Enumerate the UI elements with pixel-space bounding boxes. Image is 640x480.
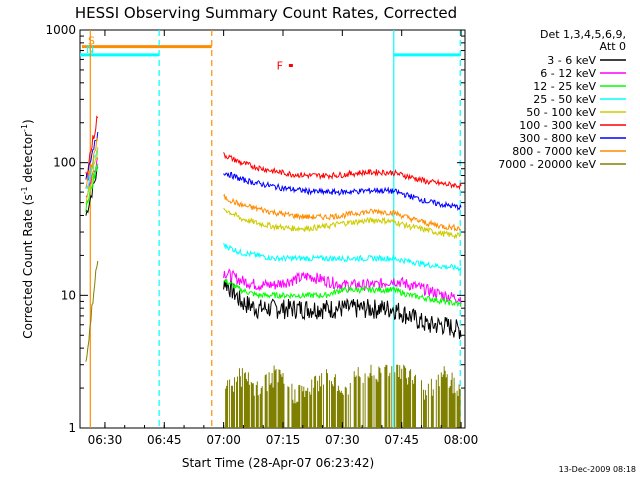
chart-title: HESSI Observing Summary Count Rates, Cor… [75, 4, 457, 22]
series-6 [85, 131, 462, 211]
series-line-first-4 [85, 146, 99, 205]
y-axis-label-sup1: -1 [20, 186, 29, 194]
y-tick-label-1: 10 [61, 288, 76, 302]
y-tick-layer: 1 10 100 1000 [45, 23, 465, 435]
y-axis-label-mid: detector [21, 132, 35, 187]
series-line-second-0 [223, 279, 462, 340]
legend-label-2: 12 - 25 keV [533, 80, 596, 93]
x-tick-label-1: 06:45 [147, 433, 182, 447]
y-tick-label-0: 1 [68, 421, 76, 435]
series-7 [85, 137, 462, 232]
series-3 [85, 148, 462, 272]
y-tick-label-3: 1000 [45, 23, 76, 37]
series-2 [85, 163, 462, 308]
x-tick-label-6: 08:00 [444, 433, 479, 447]
series-line-second-2 [223, 279, 462, 308]
x-tick-label-3: 07:15 [266, 433, 301, 447]
legend-label-5: 100 - 300 keV [519, 119, 596, 132]
timestamp: 13-Dec-2009 08:18 [559, 465, 636, 474]
legend-label-4: 50 - 100 keV [526, 106, 596, 119]
series-line-first-0 [85, 166, 99, 216]
y-axis-label: Corrected Count Rate (s-1 detector-1) [20, 119, 35, 338]
series-4 [85, 146, 462, 240]
y-axis-label-main: Corrected Count Rate (s [21, 194, 35, 338]
legend-header-line2: Att 0 [600, 40, 626, 53]
series-line-first-2 [85, 163, 99, 212]
y-tick-label-2: 100 [53, 156, 76, 170]
flag-label-s: S [88, 35, 95, 48]
series-1 [85, 157, 462, 305]
legend-label-7: 800 - 7000 keV [512, 145, 596, 158]
series-0 [85, 166, 462, 340]
plot-area: SNF 06:3006:4507:0007:1507:3007:4508:00 … [45, 23, 478, 447]
series-line-second-7 [223, 193, 462, 232]
series-line-first-6 [85, 131, 99, 181]
series-line-second-3 [223, 242, 462, 272]
legend-label-1: 6 - 12 keV [540, 67, 596, 80]
series-line-second-4 [223, 207, 462, 240]
plot-frame [79, 29, 466, 429]
flag-layer: SNF [80, 35, 461, 73]
series-line-first-5 [85, 115, 99, 176]
series-line-first-7 [85, 137, 99, 189]
series-line-second-1 [223, 268, 462, 305]
flag-label-f: F [277, 60, 283, 73]
x-tick-label-2: 07:00 [206, 433, 241, 447]
series-8 [85, 260, 461, 428]
legend-label-6: 300 - 800 keV [519, 132, 596, 145]
y-axis-label-end: ) [21, 119, 35, 124]
series-line-second-5 [223, 152, 462, 191]
x-axis-label: Start Time (28-Apr-07 06:23:42) [182, 456, 374, 470]
legend-label-3: 25 - 50 keV [533, 93, 596, 106]
legend-label-0: 3 - 6 keV [547, 54, 596, 67]
series-line-second-6 [223, 171, 462, 211]
x-tick-label-4: 07:30 [325, 433, 360, 447]
series-line-second-8 [225, 364, 461, 428]
x-tick-label-0: 06:30 [88, 433, 123, 447]
series-line-first-8 [85, 260, 99, 362]
y-axis-label-sup2: -1 [20, 124, 29, 132]
x-tick-label-5: 07:45 [384, 433, 419, 447]
x-tick-layer: 06:30 06:45 07:00 07:15 07:30 07:45 08:00 [88, 30, 479, 447]
series-5 [85, 115, 462, 191]
legend-label-8: 7000 - 20000 keV [498, 158, 596, 171]
legend-header-line1: Det 1,3,4,5,6,9, [540, 28, 626, 41]
vertical-line-layer [89, 30, 461, 428]
series-layer [85, 115, 462, 428]
